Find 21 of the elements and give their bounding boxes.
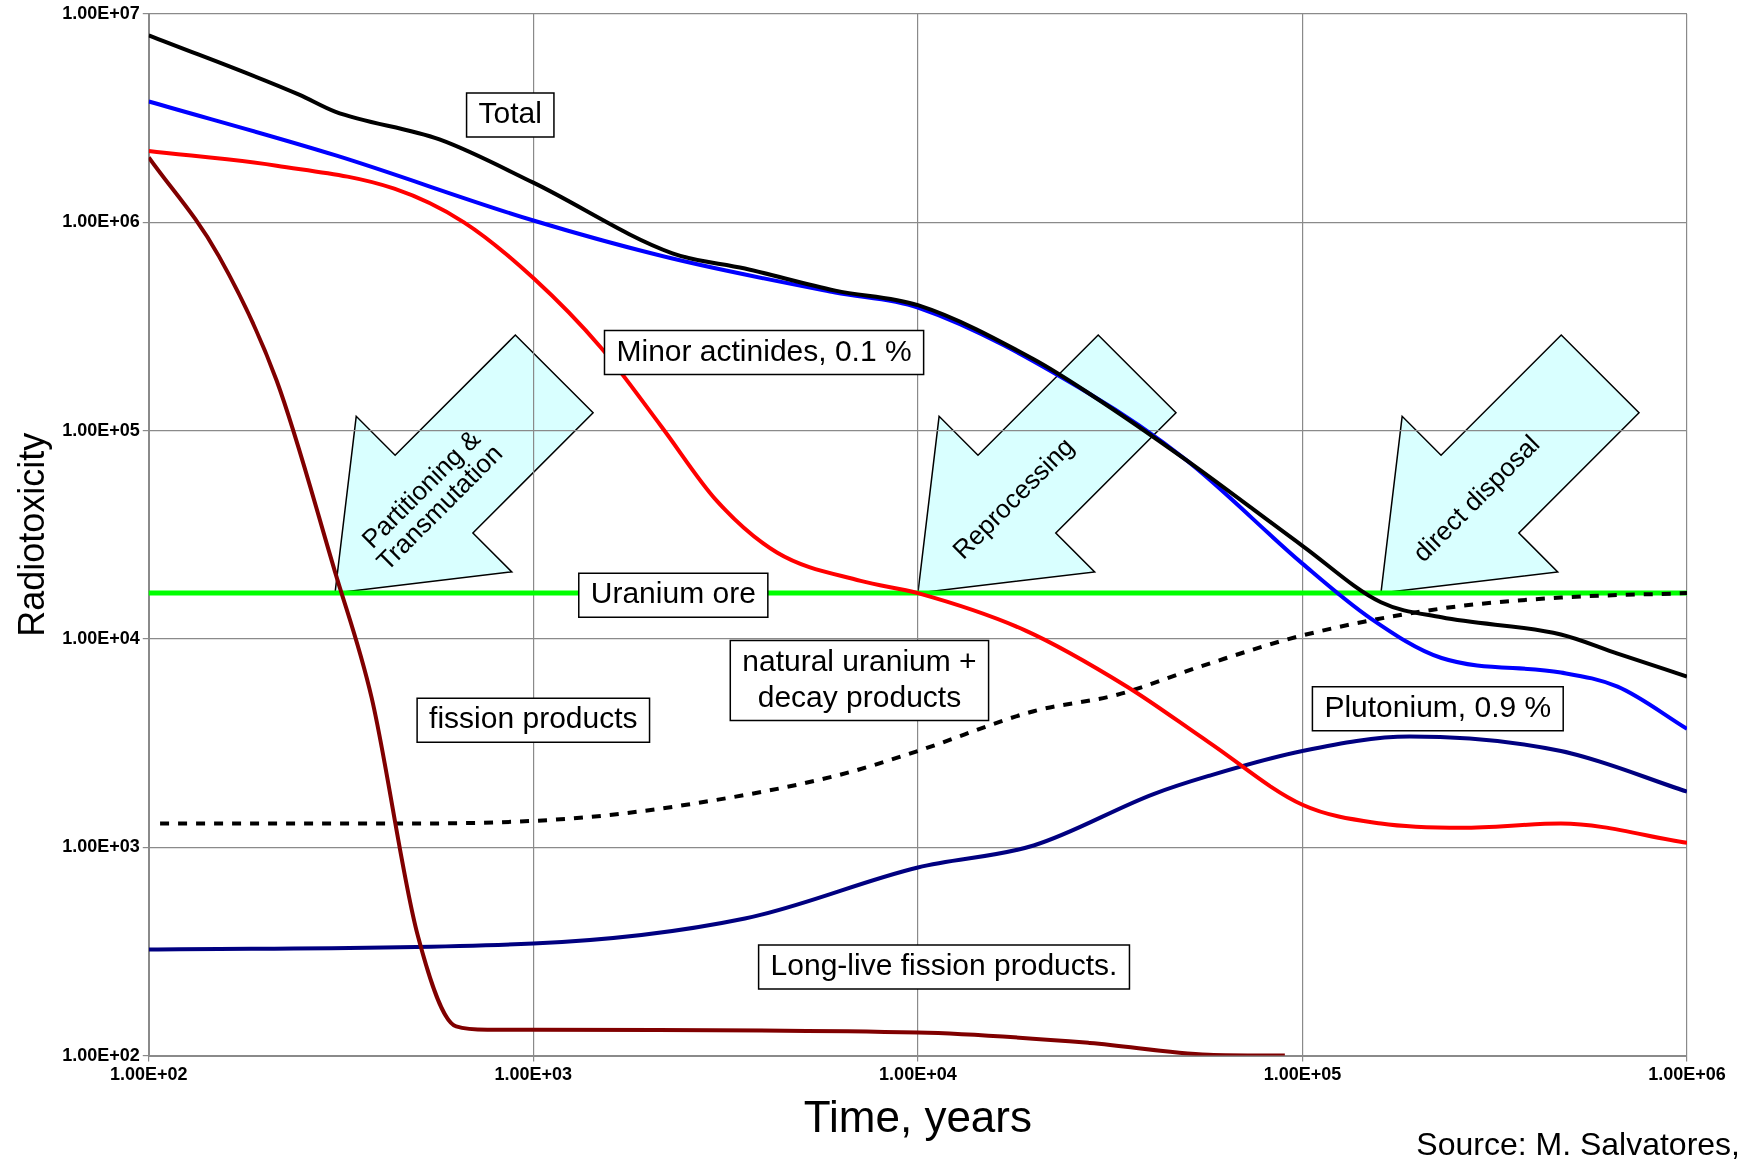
series-label: Total <box>478 96 542 130</box>
y-tick-label: 1.00E+04 <box>62 627 140 648</box>
y-tick-label: 1.00E+07 <box>62 2 140 23</box>
series-label: natural uranium + decay products <box>742 643 977 713</box>
x-tick-label: 1.00E+02 <box>109 1064 188 1085</box>
y-tick-label: 1.00E+03 <box>62 836 140 857</box>
y-tick-label: 1.00E+05 <box>62 419 140 440</box>
x-tick-label: 1.00E+03 <box>494 1064 573 1085</box>
series-label: Long-live fission products. <box>770 948 1118 982</box>
ref-line-label: Uranium ore <box>590 576 756 610</box>
y-tick-label: 1.00E+06 <box>62 211 140 232</box>
x-axis-title: Time, years <box>803 1091 1032 1141</box>
series-label: Plutonium, 0.9 % <box>1324 690 1552 724</box>
y-axis-title: Radiotoxicity <box>10 432 52 637</box>
source-note: Source: M. Salvatores, <box>1416 1126 1740 1162</box>
series-label: Minor actinides, 0.1 % <box>616 333 912 367</box>
y-tick-label: 1.00E+02 <box>62 1044 140 1065</box>
x-tick-label: 1.00E+06 <box>1648 1064 1726 1085</box>
series-label: fission products <box>429 701 638 735</box>
x-tick-label: 1.00E+05 <box>1263 1064 1342 1085</box>
x-tick-label: 1.00E+04 <box>879 1064 957 1085</box>
